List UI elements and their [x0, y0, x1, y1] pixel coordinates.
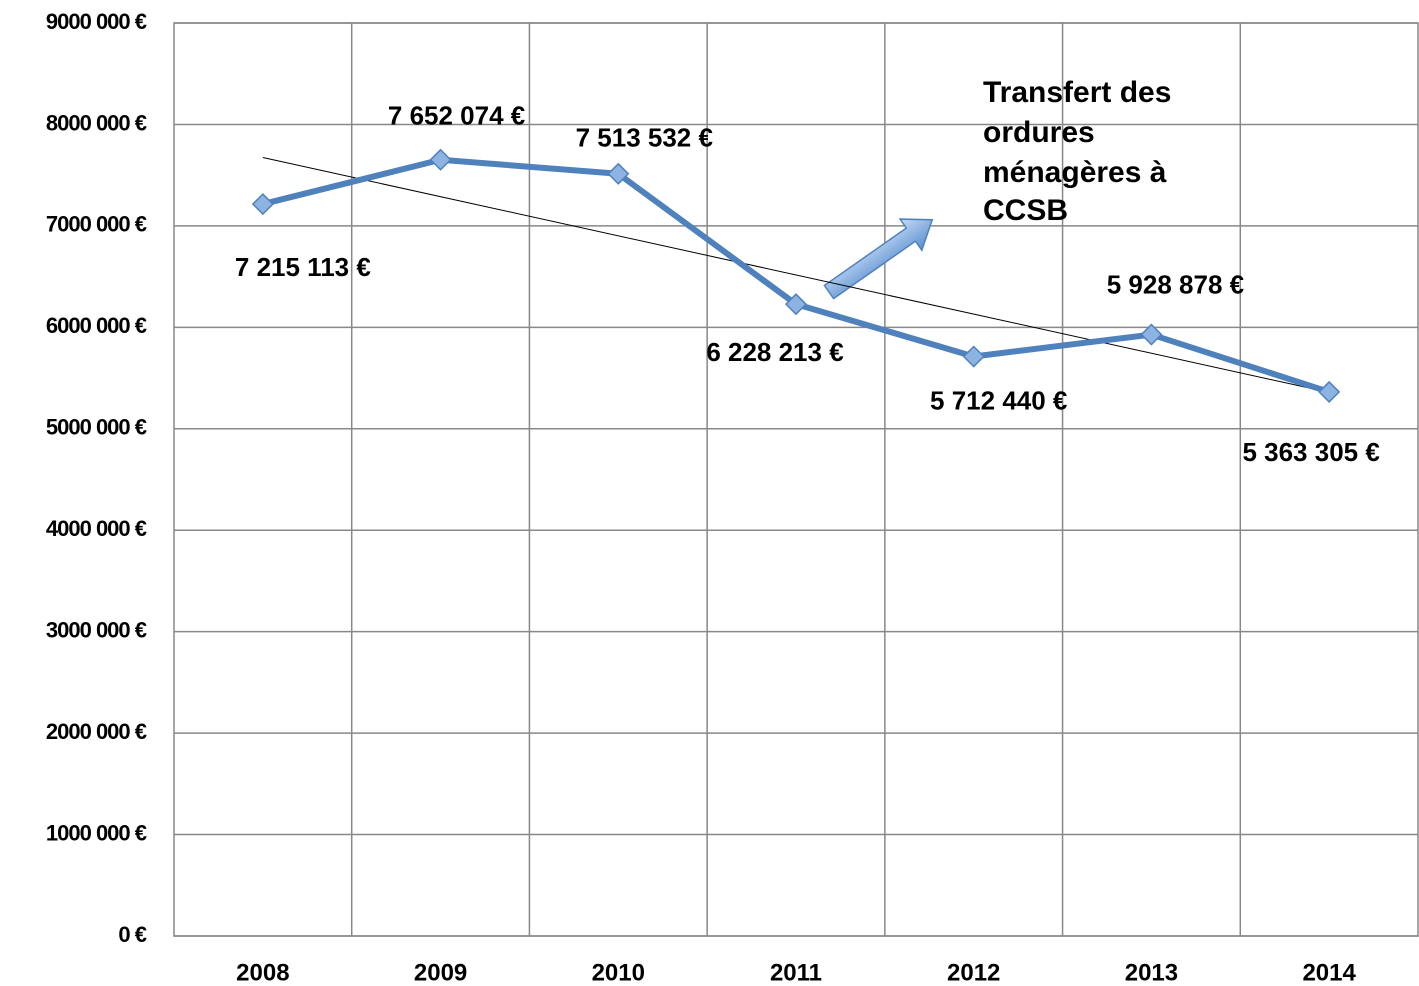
plot-frame [173, 22, 1419, 937]
trendline [262, 157, 1330, 393]
marker [784, 293, 808, 316]
arrow [823, 218, 934, 300]
marker [607, 162, 630, 185]
marker [1140, 323, 1163, 346]
x-tick-label: 2010 [592, 959, 645, 986]
x-tick-label: 2013 [1125, 959, 1178, 986]
y-tick-label: 6000 000 € [46, 313, 147, 338]
data-label: 5 712 440 € [930, 385, 1067, 415]
annotation-line: Transfert des [983, 76, 1171, 109]
y-tick-label: 5000 000 € [46, 415, 147, 440]
data-label: 7 652 074 € [388, 101, 525, 131]
x-tick-label: 2008 [236, 959, 289, 986]
y-tick-label: 4000 000 € [46, 516, 147, 541]
x-tick-label: 2014 [1302, 959, 1356, 986]
marker [429, 148, 452, 171]
data-label: 6 228 213 € [706, 337, 843, 367]
data-label: 7 513 532 € [576, 123, 713, 153]
data-label: 5 363 305 € [1242, 437, 1379, 467]
annotation-line: ordures [983, 116, 1095, 149]
marker [1318, 380, 1341, 403]
y-tick-label: 0 € [118, 922, 146, 947]
y-tick-label: 7000 000 € [46, 212, 147, 237]
data-label: 5 928 878 € [1107, 269, 1244, 299]
grid [174, 22, 1418, 937]
x-tick-label: 2012 [947, 959, 1000, 986]
x-tick-label: 2009 [414, 959, 467, 986]
y-tick-label: 2000 000 € [46, 719, 147, 744]
data-label: 7 215 113 € [235, 252, 371, 282]
y-tick-label: 9000 000 € [46, 9, 147, 34]
marker [251, 193, 274, 216]
annotation-line: ménagères à [983, 156, 1167, 189]
y-tick-label: 3000 000 € [46, 617, 147, 642]
annotation-line: CCSB [983, 194, 1068, 227]
x-tick-label: 2011 [770, 959, 822, 986]
y-tick-label: 8000 000 € [46, 110, 147, 135]
marker [962, 345, 985, 368]
y-tick-label: 1000 000 € [46, 820, 147, 845]
